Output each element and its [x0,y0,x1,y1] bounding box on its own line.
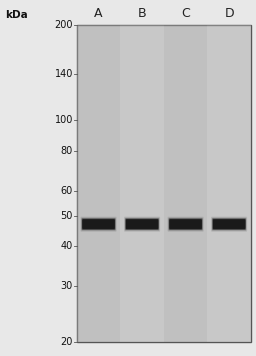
Text: 140: 140 [55,69,73,79]
Text: B: B [138,6,146,20]
FancyBboxPatch shape [125,219,159,230]
Bar [120,25,164,342]
FancyBboxPatch shape [212,218,246,231]
Point [75,214,78,218]
Bar [207,25,251,342]
Bar [164,25,207,342]
FancyBboxPatch shape [125,218,159,231]
Point [73,149,76,153]
Point [75,284,78,288]
Point [75,118,78,122]
FancyBboxPatch shape [168,218,203,231]
FancyBboxPatch shape [211,217,247,232]
Point [75,149,78,153]
Point [73,72,76,76]
Point [75,72,78,76]
Point [73,340,76,344]
Text: 30: 30 [61,281,73,291]
FancyBboxPatch shape [80,217,117,232]
FancyBboxPatch shape [126,220,158,229]
Bar [77,25,120,342]
FancyBboxPatch shape [82,219,115,229]
Text: 100: 100 [55,115,73,125]
Text: A: A [94,6,103,20]
Text: 50: 50 [61,211,73,221]
FancyBboxPatch shape [169,220,201,229]
Point [75,244,78,248]
Point [73,284,76,288]
Text: D: D [224,6,234,20]
Point [75,188,78,193]
Point [75,23,78,27]
FancyBboxPatch shape [169,219,202,230]
FancyBboxPatch shape [124,217,160,232]
FancyBboxPatch shape [213,220,245,229]
Text: 40: 40 [61,241,73,251]
Point [73,214,76,218]
FancyBboxPatch shape [213,219,245,229]
Point [75,340,78,344]
Text: 60: 60 [61,185,73,195]
FancyBboxPatch shape [82,219,115,230]
FancyBboxPatch shape [169,219,202,229]
Text: kDa: kDa [5,10,28,20]
Text: C: C [181,6,190,20]
FancyBboxPatch shape [212,219,246,230]
Text: 20: 20 [61,337,73,347]
Text: 80: 80 [61,146,73,156]
Text: 200: 200 [55,20,73,30]
FancyBboxPatch shape [82,220,115,229]
Point [73,23,76,27]
Point [73,118,76,122]
FancyBboxPatch shape [126,219,158,229]
Bar [77,25,251,342]
FancyBboxPatch shape [167,217,204,232]
Point [73,244,76,248]
FancyBboxPatch shape [81,218,116,231]
Point [73,188,76,193]
